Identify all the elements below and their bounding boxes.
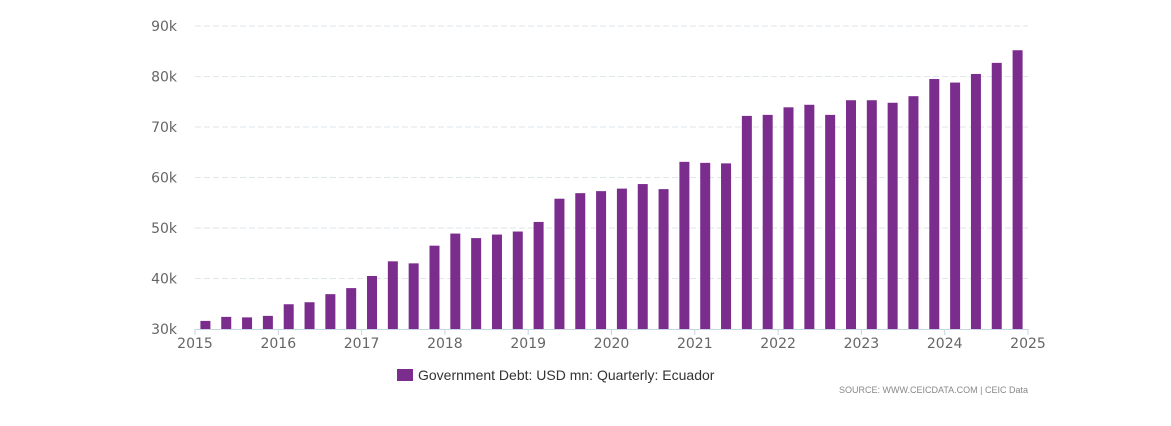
bar[interactable]: [429, 245, 440, 329]
x-tick-label: 2016: [260, 336, 296, 352]
bar[interactable]: [679, 161, 690, 329]
bar[interactable]: [221, 316, 232, 329]
bar[interactable]: [387, 261, 398, 329]
bar[interactable]: [804, 104, 815, 329]
bar[interactable]: [575, 193, 586, 329]
bar[interactable]: [616, 188, 627, 329]
y-axis-tick-labels: 30k 40k 50k 60k 70k 80k 90k: [151, 19, 178, 338]
x-tick-label: 2017: [344, 336, 380, 352]
bar[interactable]: [908, 96, 919, 329]
x-tick-label: 2021: [677, 336, 713, 352]
bar[interactable]: [658, 189, 669, 329]
x-tick-label: 2019: [510, 336, 546, 352]
gridlines: [195, 25, 1028, 279]
bar[interactable]: [845, 100, 856, 329]
x-tick-label: 2025: [1010, 336, 1046, 352]
bar[interactable]: [866, 100, 877, 329]
bar[interactable]: [700, 162, 711, 329]
bar[interactable]: [200, 320, 211, 329]
legend-swatch: [397, 369, 413, 381]
y-tick-label: 50k: [151, 221, 178, 237]
bar[interactable]: [929, 79, 940, 329]
bar[interactable]: [512, 231, 523, 329]
bar[interactable]: [325, 294, 336, 329]
bar[interactable]: [283, 304, 294, 329]
bar[interactable]: [471, 238, 482, 329]
x-tick-label: 2020: [594, 336, 630, 352]
bar[interactable]: [304, 302, 315, 329]
x-tick-label: 2024: [927, 336, 963, 352]
bar[interactable]: [637, 184, 648, 329]
y-tick-label: 30k: [151, 322, 178, 338]
y-tick-label: 80k: [151, 70, 178, 86]
bar[interactable]: [970, 73, 981, 329]
legend[interactable]: Government Debt: USD mn: Quarterly: Ecua…: [397, 367, 715, 383]
bar[interactable]: [491, 234, 502, 329]
x-tick-label: 2022: [760, 336, 796, 352]
y-tick-label: 60k: [151, 171, 178, 187]
y-tick-label: 70k: [151, 120, 178, 136]
x-axis: 2015 2016 2017 2018 2019 2020 2021 2022 2023 2024…: [177, 329, 1046, 352]
x-tick-label: 2023: [844, 336, 880, 352]
legend-label: Government Debt: USD mn: Quarterly: Ecua…: [418, 367, 715, 383]
bar[interactable]: [1012, 50, 1023, 330]
bar[interactable]: [741, 115, 752, 329]
source-credit: SOURCE: WWW.CEICDATA.COM | CEIC Data: [839, 385, 1028, 395]
bar[interactable]: [554, 198, 565, 329]
bar[interactable]: [721, 163, 732, 329]
bar[interactable]: [262, 315, 273, 329]
bar[interactable]: [950, 82, 961, 329]
bar[interactable]: [408, 263, 419, 329]
bar[interactable]: [346, 288, 357, 329]
bar[interactable]: [367, 275, 378, 329]
bar[interactable]: [783, 107, 794, 329]
bar[interactable]: [596, 191, 607, 329]
y-tick-label: 40k: [151, 272, 178, 288]
bar[interactable]: [533, 221, 544, 329]
bar[interactable]: [242, 317, 253, 329]
x-tick-label: 2018: [427, 336, 463, 352]
bar[interactable]: [825, 114, 836, 329]
y-tick-label: 90k: [151, 19, 178, 35]
bar[interactable]: [762, 114, 773, 329]
x-tick-label: 2015: [177, 336, 213, 352]
bar-series: [200, 50, 1023, 330]
bar[interactable]: [450, 233, 461, 329]
bar[interactable]: [887, 102, 898, 329]
bar[interactable]: [991, 62, 1002, 330]
